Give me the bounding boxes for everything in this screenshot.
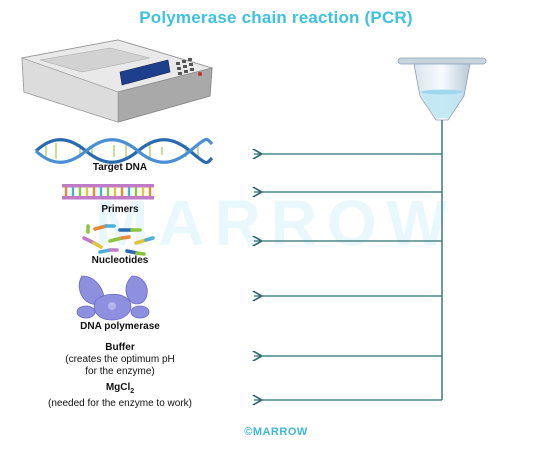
footer-logo: ©MARROW — [244, 426, 308, 438]
mgcl2-note: (needed for the enzyme to work) — [48, 398, 192, 409]
label-mgcl2: MgCl2 — [10, 382, 230, 398]
label-primers: Primers — [101, 204, 139, 215]
primers-icon — [62, 184, 154, 200]
buffer-block: Buffer (creates the optimum pH for the e… — [20, 342, 220, 378]
pcr-tube-icon — [397, 57, 487, 121]
label-dna-polymerase: DNA polymerase — [80, 321, 160, 332]
nucleotides-icon — [82, 224, 155, 256]
arrows — [254, 154, 442, 400]
label-buffer: Buffer — [105, 342, 135, 353]
mgcl2-block: MgCl2 (needed for the enzyme to work) — [10, 382, 230, 410]
mgcl2-formula: MgCl — [105, 382, 131, 393]
dna-polymerase-icon — [76, 275, 150, 321]
label-target-dna: Target DNA — [92, 162, 148, 173]
label-nucleotides: Nucleotides — [91, 255, 149, 266]
mgcl2-subscript: 2 — [130, 388, 135, 395]
buffer-note: (creates the optimum pH for the enzyme) — [65, 354, 175, 377]
dna-helix-icon — [34, 138, 214, 164]
page-title: Polymerase chain reaction (PCR) — [139, 8, 413, 27]
thermal-cycler-icon — [20, 39, 214, 123]
